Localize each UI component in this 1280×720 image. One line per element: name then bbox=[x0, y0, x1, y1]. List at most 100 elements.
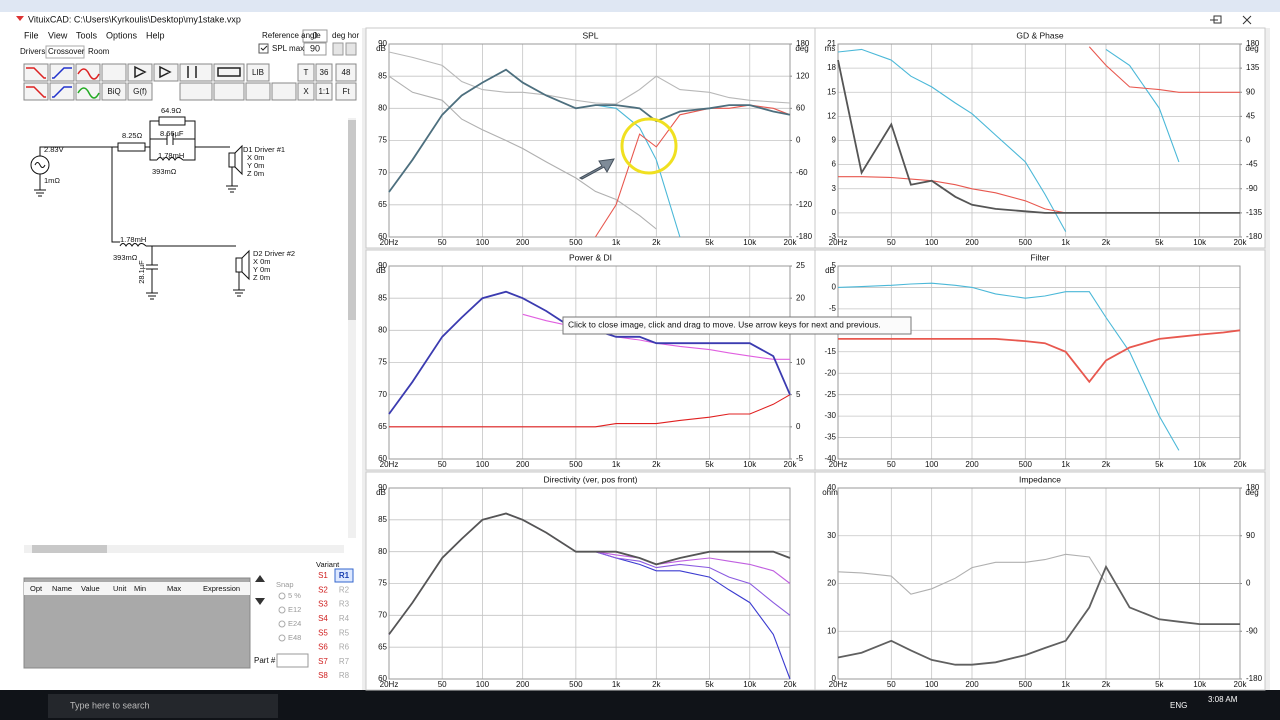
variant-s[interactable]: S6 bbox=[318, 643, 328, 652]
v-scrollbar[interactable] bbox=[348, 118, 356, 538]
schematic-label: 8.25Ω bbox=[122, 131, 143, 140]
h-scroll-thumb[interactable] bbox=[32, 545, 107, 553]
v-scroll-thumb[interactable] bbox=[348, 120, 356, 320]
x-tick-label: 20Hz bbox=[829, 680, 848, 689]
snap-option[interactable]: E48 bbox=[288, 633, 301, 642]
x-tick-label: 50 bbox=[438, 680, 447, 689]
menu-item[interactable]: Tools bbox=[76, 30, 98, 40]
y-axis-label: dB bbox=[376, 44, 386, 53]
series-line bbox=[838, 176, 1066, 214]
variant-s[interactable]: S2 bbox=[318, 585, 328, 594]
tab[interactable]: Crossover bbox=[48, 47, 85, 56]
variant-s[interactable]: S7 bbox=[318, 657, 328, 666]
button[interactable] bbox=[335, 63, 357, 82]
menu-item[interactable]: Options bbox=[106, 30, 138, 40]
restore[interactable] bbox=[1213, 15, 1222, 24]
snap-option[interactable]: 5 % bbox=[288, 591, 301, 600]
highlight-circle bbox=[620, 117, 678, 175]
y2-tick-label: 60 bbox=[796, 103, 805, 112]
x-tick-label: 200 bbox=[965, 460, 979, 469]
x-tick-label: 5k bbox=[705, 460, 714, 469]
radio[interactable] bbox=[278, 592, 286, 600]
variant-r[interactable]: R8 bbox=[339, 671, 350, 680]
variant-s[interactable]: S8 bbox=[318, 671, 328, 680]
variant-s[interactable]: S1 bbox=[318, 571, 328, 580]
spin[interactable] bbox=[332, 42, 344, 56]
variant-r[interactable]: R1 bbox=[339, 571, 350, 580]
y-tick-label: 20 bbox=[827, 579, 836, 588]
button-label[interactable]: T bbox=[304, 68, 309, 77]
menu-item[interactable]: Help bbox=[146, 30, 165, 40]
search-placeholder[interactable]: Type here to search bbox=[70, 700, 150, 710]
button[interactable] bbox=[297, 63, 315, 82]
search-box[interactable] bbox=[48, 694, 278, 718]
button-label[interactable]: BiQ bbox=[107, 87, 120, 96]
selected-variant[interactable] bbox=[334, 568, 354, 583]
variant-s[interactable]: S5 bbox=[318, 628, 328, 637]
part-input[interactable] bbox=[276, 653, 309, 668]
tooltip: Click to close image, click and drag to … bbox=[568, 319, 881, 329]
button-label[interactable]: Ft bbox=[342, 87, 350, 96]
y-tick-label: 85 bbox=[378, 293, 387, 302]
spl-checkbox[interactable] bbox=[258, 43, 269, 54]
variant-r[interactable]: R5 bbox=[339, 628, 350, 637]
menu-item[interactable]: File bbox=[24, 30, 39, 40]
button[interactable] bbox=[335, 82, 357, 101]
button[interactable] bbox=[127, 82, 153, 101]
x-tick-label: 100 bbox=[925, 680, 939, 689]
y2-tick-label: -5 bbox=[796, 454, 804, 463]
button-label[interactable]: 36 bbox=[320, 68, 329, 77]
button-label[interactable]: X bbox=[303, 87, 309, 96]
tab[interactable]: Drivers bbox=[20, 47, 45, 56]
y-tick-label: 0 bbox=[832, 208, 837, 217]
x-tick-label: 500 bbox=[569, 680, 583, 689]
button[interactable] bbox=[297, 82, 315, 101]
chart-title: SPL bbox=[582, 30, 598, 40]
variant-r[interactable]: R7 bbox=[339, 657, 350, 666]
variant-r[interactable]: R3 bbox=[339, 600, 350, 609]
y-tick-label: 65 bbox=[378, 200, 387, 209]
y2-axis-label: deg bbox=[1245, 488, 1258, 497]
button-label[interactable]: 48 bbox=[342, 68, 351, 77]
active-tab[interactable] bbox=[45, 45, 85, 59]
x-tick-label: 2k bbox=[1102, 680, 1111, 689]
button[interactable] bbox=[246, 63, 270, 82]
y-tick-label: 21 bbox=[827, 39, 836, 48]
variant-r[interactable]: R6 bbox=[339, 643, 350, 652]
variant-r[interactable]: R4 bbox=[339, 614, 350, 623]
schematic bbox=[30, 116, 250, 300]
ref-angle-input[interactable] bbox=[302, 29, 328, 43]
button-label[interactable]: 1:1 bbox=[318, 87, 330, 96]
chart-panel bbox=[814, 471, 1266, 691]
variant-s[interactable]: S4 bbox=[318, 614, 328, 623]
button[interactable] bbox=[101, 82, 127, 101]
check bbox=[260, 45, 268, 51]
spin[interactable] bbox=[345, 42, 357, 56]
y-tick-label: 5 bbox=[832, 261, 837, 270]
h-scrollbar[interactable] bbox=[24, 545, 344, 553]
tab[interactable]: Room bbox=[88, 47, 110, 56]
close[interactable] bbox=[1242, 15, 1252, 25]
snap-option[interactable]: E12 bbox=[288, 605, 301, 614]
x-tick-label: 10k bbox=[1193, 238, 1207, 247]
radio[interactable] bbox=[278, 606, 286, 614]
menu-item[interactable]: View bbox=[48, 30, 68, 40]
y-tick-label: 40 bbox=[827, 483, 836, 492]
radio[interactable] bbox=[278, 620, 286, 628]
y2-axis-label: deg bbox=[795, 44, 808, 53]
button[interactable] bbox=[315, 82, 333, 101]
snap-option[interactable]: E24 bbox=[288, 619, 301, 628]
button-label[interactable]: LIB bbox=[252, 68, 264, 77]
move-arrows[interactable] bbox=[255, 575, 265, 605]
y2-tick-label: 0 bbox=[1246, 136, 1251, 145]
variant-s[interactable]: S3 bbox=[318, 600, 328, 609]
radio[interactable] bbox=[278, 634, 286, 642]
variant-r[interactable]: R2 bbox=[339, 585, 350, 594]
spl-max-input[interactable] bbox=[303, 42, 327, 56]
button[interactable] bbox=[315, 63, 333, 82]
y2-tick-label: 180 bbox=[1246, 39, 1260, 48]
x-tick-label: 2k bbox=[652, 460, 661, 469]
column-header: Min bbox=[134, 584, 146, 593]
button-label[interactable]: G(f) bbox=[133, 87, 147, 96]
parameter-header bbox=[24, 582, 250, 595]
